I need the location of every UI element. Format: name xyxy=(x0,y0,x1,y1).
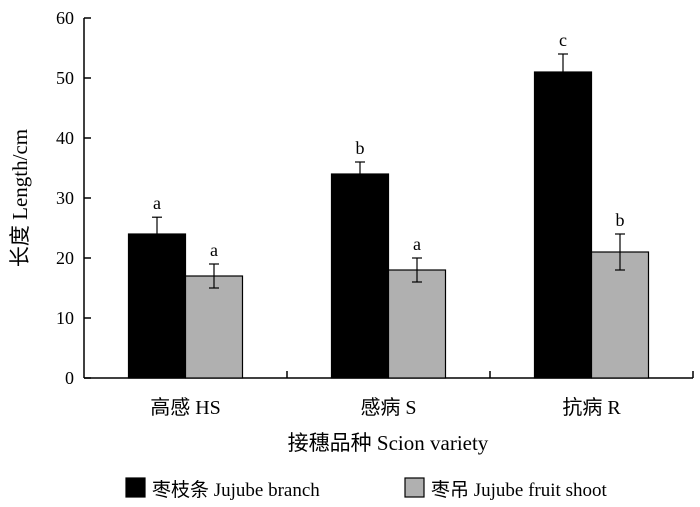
bar-jujube-branch xyxy=(127,233,187,379)
y-tick-label: 60 xyxy=(56,8,74,28)
x-tick-label: 抗病 R xyxy=(562,396,621,419)
bar-jujube-fruit-shoot xyxy=(387,269,447,379)
legend: 枣枝条 Jujube branch 枣吊 Jujube fruit shoot xyxy=(125,477,607,501)
legend-label: 枣枝条 Jujube branch xyxy=(152,479,320,501)
x-tick-label: 感病 S xyxy=(360,396,416,419)
significance-letter: a xyxy=(153,193,161,213)
significance-letter: b xyxy=(356,138,365,158)
significance-letter: a xyxy=(413,234,421,254)
significance-letter: c xyxy=(559,30,567,50)
bar-jujube-branch xyxy=(533,71,593,379)
y-tick-label: 0 xyxy=(65,368,74,388)
x-tick-label: 高感 HS xyxy=(150,396,221,419)
bar-jujube-fruit-shoot xyxy=(184,275,244,379)
y-tick-label: 10 xyxy=(56,308,74,328)
legend-label: 枣吊 Jujube fruit shoot xyxy=(431,479,607,501)
legend-swatch xyxy=(404,477,425,498)
bar-jujube-fruit-shoot xyxy=(590,251,650,379)
x-axis-label: 接穗品种 Scion variety xyxy=(288,431,489,455)
y-tick-label: 50 xyxy=(56,68,74,88)
legend-swatch xyxy=(125,477,146,498)
y-tick-label: 20 xyxy=(56,248,74,268)
bar-jujube-branch xyxy=(330,173,390,379)
y-axis: 0 10 20 30 40 50 60 xyxy=(56,8,91,388)
y-tick-label: 30 xyxy=(56,188,74,208)
significance-letter: b xyxy=(616,210,625,230)
y-axis-label: 长度 Length/cm xyxy=(8,129,32,267)
y-tick-label: 40 xyxy=(56,128,74,148)
significance-letter: a xyxy=(210,240,218,260)
bars: a b c a a b xyxy=(127,30,650,379)
